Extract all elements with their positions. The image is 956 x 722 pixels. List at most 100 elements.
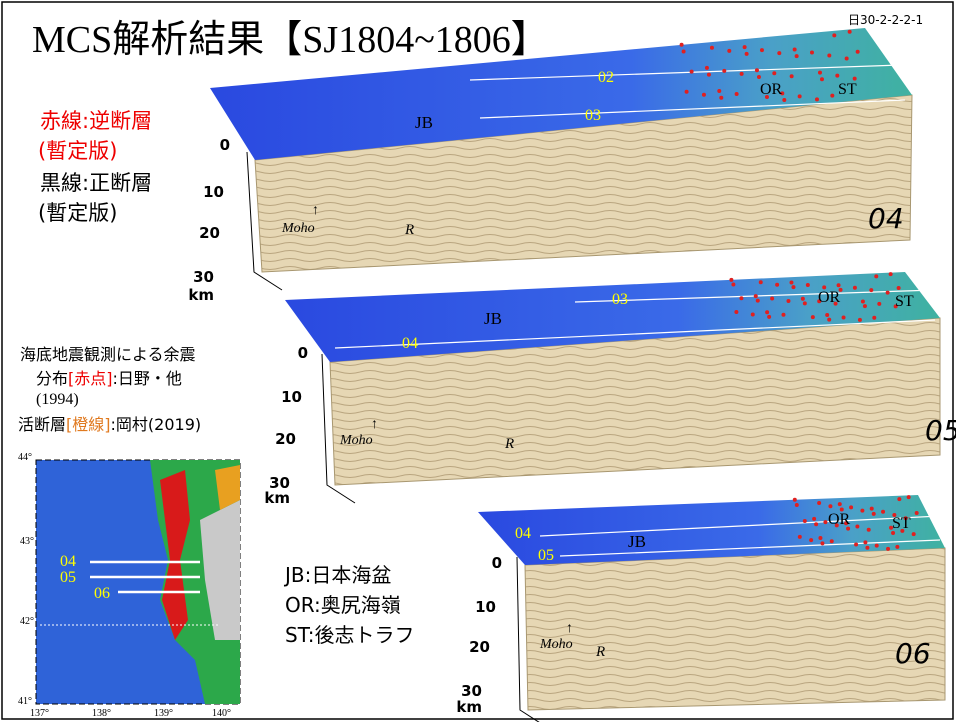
aftershock xyxy=(781,313,785,317)
aftershock xyxy=(690,70,694,74)
reflector-label: R xyxy=(595,644,605,660)
panel-id: 06 xyxy=(895,637,931,670)
aftershock xyxy=(809,538,813,542)
depth-tick: 10 xyxy=(475,598,496,616)
depth-tick: 0 xyxy=(298,344,308,362)
legend-text: (暫定版) xyxy=(38,201,117,225)
aftershock xyxy=(853,286,857,290)
aftershock xyxy=(886,547,890,551)
aftershock xyxy=(707,73,711,77)
map-line-label: 06 xyxy=(94,585,110,602)
aftershock xyxy=(814,522,818,526)
aftershock xyxy=(895,545,899,549)
note-text: (1994) xyxy=(36,391,79,408)
aftershock xyxy=(734,310,738,314)
line-label: 04 xyxy=(402,335,418,352)
depth-tick: 20 xyxy=(199,224,220,242)
aftershock xyxy=(820,77,824,81)
aftershock xyxy=(685,90,689,94)
aftershock xyxy=(849,505,853,509)
aftershock xyxy=(818,536,822,540)
note-text: 分布 xyxy=(36,369,68,388)
aftershock xyxy=(832,33,836,37)
note-text: 海底地震観測による余震 xyxy=(20,345,196,364)
aftershock xyxy=(803,519,807,523)
aftershock xyxy=(705,66,709,70)
aftershock xyxy=(765,310,769,314)
aftershock xyxy=(881,510,885,514)
depth-tick: 10 xyxy=(281,388,302,406)
aftershock xyxy=(870,507,874,511)
aftershock xyxy=(772,71,776,75)
trough-label: ST xyxy=(838,81,857,98)
aftershock xyxy=(856,50,860,54)
aftershock xyxy=(817,501,821,505)
aftershock xyxy=(682,50,686,54)
legend-text: (暫定版) xyxy=(38,139,117,163)
aftershock xyxy=(755,68,759,72)
lon-label: 138° xyxy=(92,708,111,719)
map-line-label: 05 xyxy=(60,569,76,586)
aftershock xyxy=(855,525,859,529)
aftershock xyxy=(886,291,890,295)
aftershock xyxy=(798,535,802,539)
aftershock xyxy=(830,94,834,98)
aftershock xyxy=(837,283,841,287)
aftershock xyxy=(727,49,731,53)
aftershock xyxy=(877,302,881,306)
slide: MCS解析結果【SJ1804~1806】 日30-2-2-2-1 赤線:逆断層 … xyxy=(0,0,956,722)
aftershock xyxy=(853,77,857,81)
aftershock xyxy=(907,495,911,499)
aftershock xyxy=(912,532,916,536)
note-text: 活断層 xyxy=(18,415,66,434)
lon-label: 140° xyxy=(212,708,231,719)
trough-label: ST xyxy=(892,515,911,532)
aftershock xyxy=(756,299,760,303)
aftershock xyxy=(825,313,829,317)
depth-tick: 20 xyxy=(275,430,296,448)
aftershock xyxy=(897,286,901,290)
reflector-label: R xyxy=(504,436,514,452)
moho-label: Moho xyxy=(339,433,373,448)
aftershock xyxy=(842,315,846,319)
aftershock xyxy=(739,296,743,300)
aftershock xyxy=(863,304,867,308)
aftershock xyxy=(810,50,814,54)
abbrev: JB:日本海盆 xyxy=(283,563,391,587)
map-line-label: 04 xyxy=(60,553,76,570)
lat-label: 41° xyxy=(18,696,32,707)
aftershock xyxy=(795,503,799,507)
aftershock xyxy=(751,312,755,316)
note-text: :日野・他 xyxy=(113,369,182,388)
aftershock xyxy=(860,509,864,513)
moho-arrow: ↑ xyxy=(566,621,573,636)
aftershock xyxy=(795,54,799,58)
line-label: 02 xyxy=(598,69,614,86)
aftershock xyxy=(828,504,832,508)
aftershock xyxy=(875,544,879,548)
aftershock xyxy=(823,520,827,524)
lon-label: 139° xyxy=(154,708,173,719)
aftershock xyxy=(835,74,839,78)
aftershock xyxy=(858,318,862,322)
aftershock xyxy=(793,498,797,502)
aftershock xyxy=(827,318,831,322)
basin-label: JB xyxy=(484,309,502,328)
aftershock xyxy=(830,539,834,543)
aftershock xyxy=(770,297,774,301)
aftershock xyxy=(793,47,797,51)
aftershock xyxy=(820,541,824,545)
aftershock xyxy=(789,281,793,285)
line-label: 03 xyxy=(585,107,601,124)
note-text: :岡村(2019) xyxy=(111,415,202,434)
line-label: 05 xyxy=(538,547,554,564)
aftershock xyxy=(735,92,739,96)
seismic-section xyxy=(525,548,945,710)
aftershock xyxy=(743,45,747,49)
depth-tick: 30 xyxy=(193,268,214,286)
aftershock xyxy=(767,315,771,319)
depth-tick: 0 xyxy=(492,554,502,572)
aftershock xyxy=(680,43,684,47)
aftershock xyxy=(803,301,807,305)
